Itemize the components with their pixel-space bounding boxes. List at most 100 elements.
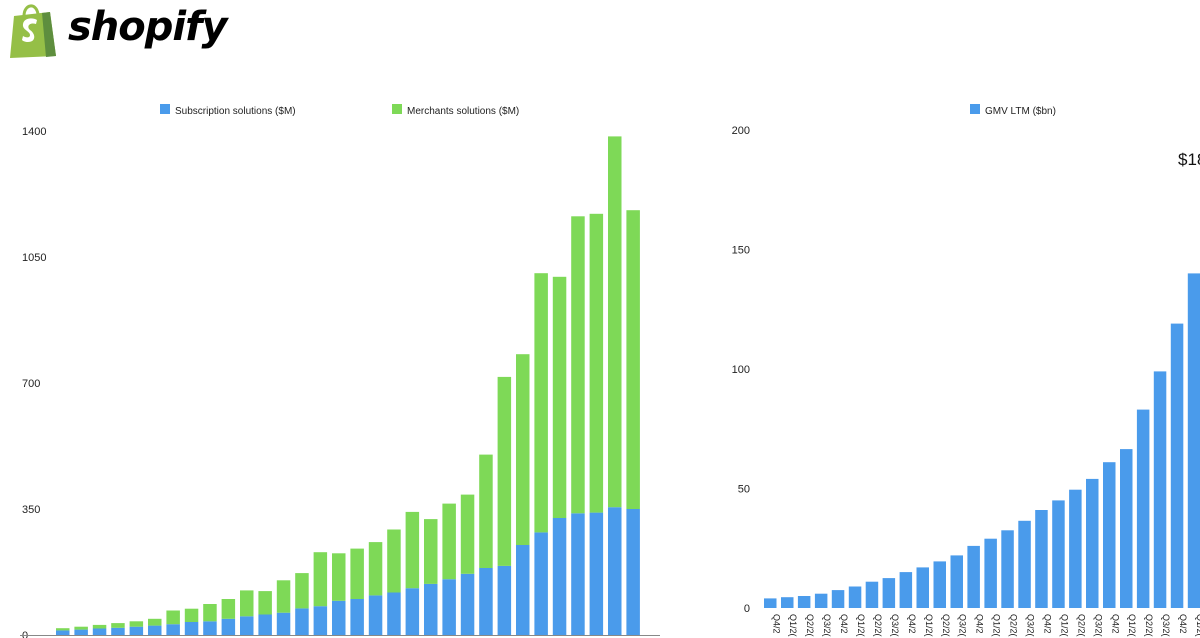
right-x-tick-label: Q1/2( [1195,614,1200,637]
left-legend: Subscription solutions ($M) Merchants sol… [160,104,519,117]
bar-segment [571,216,585,514]
right-x-tick-label: Q4/2 [975,614,985,634]
gmv-bar [1001,530,1014,608]
bar-segment [350,548,364,599]
bar-segment [148,618,162,626]
gmv-bar [967,545,980,608]
bar-segment [313,606,328,635]
bar-segment [111,627,125,635]
bar-segment [479,568,493,635]
right-x-tick-label: Q3/2( [1026,614,1036,637]
legend-swatch [970,104,980,114]
left-y-tick-label: 700 [22,378,40,390]
gmv-bar [1086,478,1099,608]
bar-segment [460,494,475,574]
right-x-tick-label: Q4/2 [1043,614,1053,634]
gmv-bar [1103,462,1116,608]
right-x-tick-label: Q2/2( [1076,614,1086,637]
left-y-tick-label: 0 [22,630,28,638]
right-y-tick-label: 150 [732,245,750,257]
right-x-tick-label: Q3/2( [822,614,832,637]
bar-segment [608,507,622,635]
bar-segment [552,276,567,518]
gmv-bar [1120,449,1133,608]
bar-segment [424,583,438,635]
bar-segment [497,376,512,566]
right-x-tick-label: Q2/2( [873,614,883,637]
legend-swatch [392,104,402,114]
bar-segment [313,552,328,607]
legend-label: Merchants solutions ($M) [407,106,519,117]
gmv-bar [797,596,811,608]
bar-segment [92,624,107,629]
gmv-bar [1170,323,1184,608]
right-x-tick-label: Q1/2( [1127,614,1137,637]
gmv-bar [764,598,777,608]
right-x-tick-label: Q4/2 [1110,614,1120,634]
bar-segment [350,599,364,635]
bar-segment [56,630,70,635]
bar-segment [74,626,88,630]
right-y-tick-label: 0 [744,603,750,615]
bar-segment [74,629,88,635]
bar-segment [442,579,456,635]
bar-segment [203,621,217,635]
bar-segment [368,595,383,635]
right-x-tick-label: Q2/2( [1144,614,1154,637]
bar-segment [166,610,180,625]
right-x-tick-label: Q3/2( [1161,614,1171,637]
bar-segment [166,624,180,635]
bar-segment [405,588,420,635]
bar-segment [387,529,401,593]
gmv-bar [831,590,845,608]
gmv-bar [848,586,862,608]
gmv-bar [1052,500,1065,608]
bar-segment [184,622,199,635]
logo-wordmark: shopify [68,4,228,50]
bar-segment [571,513,585,635]
bar-segment [148,625,162,635]
gmv-bar [984,538,997,608]
bar-segment [405,511,420,589]
bar-segment [460,573,475,635]
gmv-bar [899,572,913,608]
bar-segment [184,608,199,622]
bar-segment [276,580,291,613]
shopify-logo: shopify [6,0,228,62]
bar-segment [276,612,291,635]
bar-segment [56,628,70,631]
bar-segment [552,518,567,635]
right-x-axis: Q4/2 Q1/2( Q2/2( Q3/2( Q4/2 Q1/2( Q2/2( Q3/2( Q4… [771,614,1200,637]
bar-segment [203,604,217,622]
revenue-stacked-bar-chart: 0 350 700 1050 1400 Subscription solutions (… [20,104,660,638]
bar-segment [332,553,346,601]
gmv-bar [1187,273,1200,608]
bar-segment [111,623,125,628]
bar-segment [387,592,401,635]
shopping-bag-icon [10,4,56,58]
bar-segment [258,591,272,615]
bar-segment [608,136,622,508]
bar-segment [332,600,346,635]
gmv-bar [1153,371,1167,608]
bar-segment [424,519,438,584]
right-x-tick-label: Q2/2( [805,614,815,637]
bar-segment [516,545,530,635]
bar-segment [221,618,236,635]
gmv-bar [950,555,963,608]
legend-label: GMV LTM ($bn) [985,106,1056,117]
gmv-bar [865,581,879,608]
right-legend: GMV LTM ($bn) [970,104,1056,117]
right-y-tick-label: 50 [738,484,750,496]
left-y-tick-label: 1050 [22,252,46,264]
bar-segment [129,621,144,627]
right-x-tick-label: Q3/2( [890,614,900,637]
bar-segment [497,565,512,635]
bar-segment [626,509,640,635]
left-bars [56,136,640,635]
left-y-tick-label: 1400 [22,126,46,138]
right-bars [764,273,1200,608]
bar-segment [534,273,548,533]
right-x-tick-label: Q4/2 [907,614,917,634]
